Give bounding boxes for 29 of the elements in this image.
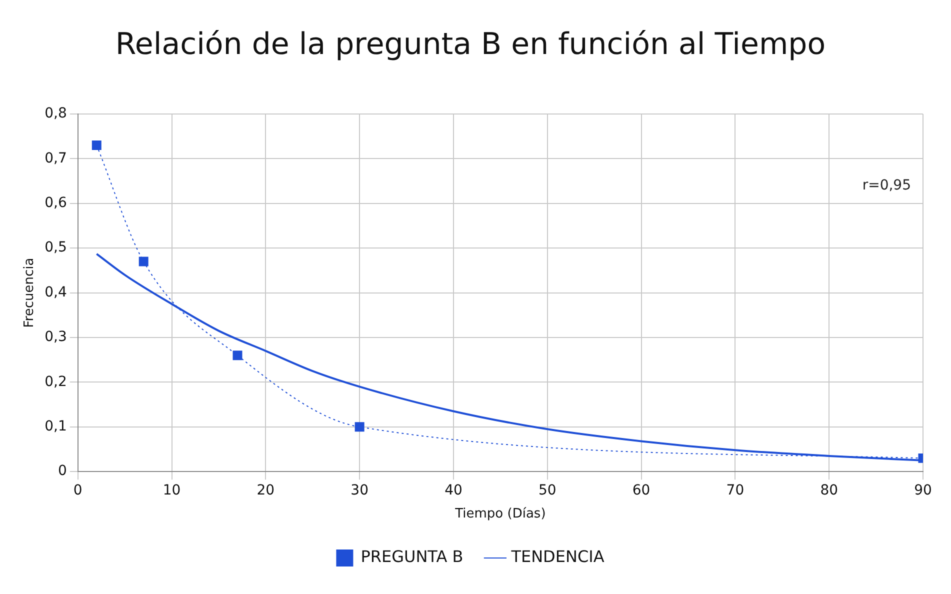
x-axis-title: Tiempo (Días) xyxy=(454,506,546,522)
x-tick-label: 80 xyxy=(820,482,838,499)
x-tick-label: 20 xyxy=(256,482,275,499)
x-tick-label: 50 xyxy=(538,482,556,499)
x-tick-label: 90 xyxy=(914,482,932,499)
point xyxy=(354,422,364,432)
point xyxy=(92,140,102,150)
x-tick-label: 0 xyxy=(73,482,82,499)
y-tick-label: 0,3 xyxy=(44,329,67,346)
x-tick-label: 40 xyxy=(444,482,462,499)
x-tick-label: 10 xyxy=(162,482,181,499)
y-tick-label: 0 xyxy=(58,463,67,480)
legend-label: TENDENCIA xyxy=(510,547,604,566)
x-tick-label: 30 xyxy=(350,482,368,499)
y-tick-label: 0,2 xyxy=(44,374,67,390)
y-axis-title: Frecuencia xyxy=(22,258,38,328)
chart-title: Relación de la pregunta B en función al Tiempo xyxy=(115,26,826,62)
y-tick-label: 0,4 xyxy=(44,284,67,300)
y-tick-label: 0,6 xyxy=(44,195,67,212)
y-tick-label: 0,5 xyxy=(44,240,67,256)
y-tick-label: 0,7 xyxy=(44,150,67,166)
legend-label: PREGUNTA B xyxy=(360,547,464,566)
y-tick-label: 0,8 xyxy=(44,106,67,122)
point xyxy=(232,350,242,360)
x-tick-label: 60 xyxy=(632,482,650,499)
annotation: r=0,95 xyxy=(862,178,911,194)
x-tick-label: 70 xyxy=(726,482,744,499)
y-tick-label: 0,1 xyxy=(44,418,67,435)
point xyxy=(138,256,148,266)
